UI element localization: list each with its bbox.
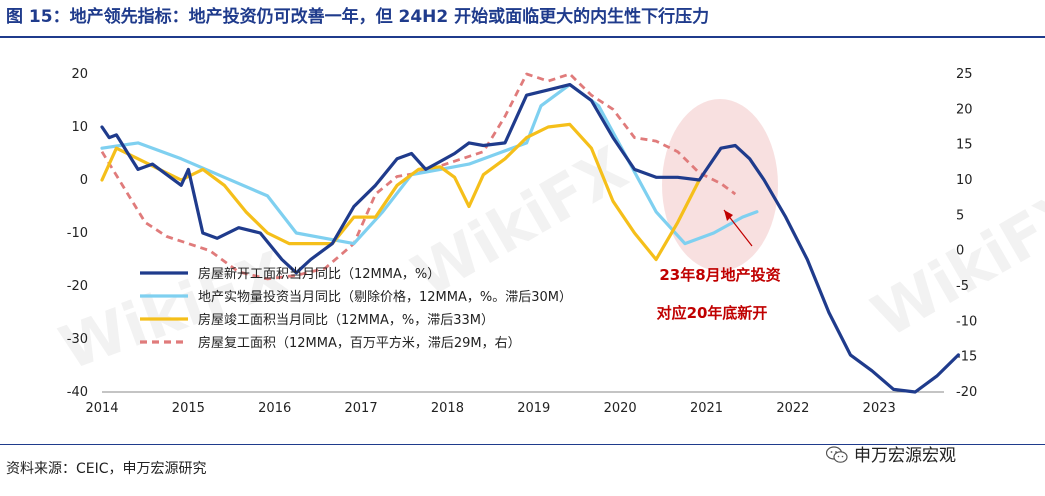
legend-entry: 房屋竣工面积当月同比（12MMA，%，滞后33M）	[198, 312, 494, 328]
watermark-text: WikiFX	[401, 134, 639, 312]
x-tick-label: 2018	[431, 401, 464, 416]
series-line	[100, 72, 737, 281]
x-tick-label: 2015	[172, 401, 205, 416]
axes: 2014 2015 2016 2017 2018 2019 2020 2021 2022 2023…	[67, 67, 977, 416]
y-right-tick-label: 15	[956, 138, 973, 153]
series-lines	[100, 72, 961, 394]
y-left-tick-label: -10	[67, 226, 88, 241]
x-tick-label: 2021	[690, 401, 723, 416]
source-note: 资料来源：CEIC，申万宏源研究	[6, 461, 207, 477]
y-left-tick-label: 0	[80, 173, 88, 188]
y-right-tick-label: -15	[956, 350, 977, 365]
x-tick-label: 2016	[258, 401, 291, 416]
line-chart: WikiFX WikiFX WikiFX 2014 2015 2016 2017 2018 2…	[51, 67, 1045, 416]
watermark-text: WikiFX	[861, 174, 1045, 352]
annotation-line-2: 对应20年底新开	[657, 304, 768, 322]
watermark-text: WikiFX	[51, 238, 295, 384]
y-right-tick-label: 25	[956, 67, 973, 82]
y-right-tick-label: 20	[956, 102, 973, 117]
y-left-tick-label: 10	[71, 120, 88, 135]
highlight-ellipse	[662, 99, 778, 271]
x-tick-label: 2017	[345, 401, 378, 416]
annotation: 23年8月地产投资 对应20年底新开	[657, 209, 781, 322]
annotation-line-1: 23年8月地产投资	[659, 266, 780, 284]
y-left-tick-label: 20	[71, 67, 88, 82]
x-tick-label: 2019	[517, 401, 550, 416]
y-left-tick-label: -20	[67, 279, 88, 294]
legend-entry: 房屋复工面积（12MMA，百万平方米，滞后29M，右）	[198, 335, 521, 351]
annotation-arrowhead	[724, 210, 733, 221]
x-tick-label: 2014	[85, 401, 118, 416]
y-right-tick-label: 0	[956, 244, 964, 259]
y-right-tick-label: -5	[956, 279, 969, 294]
series-line	[100, 122, 701, 262]
brand-label: 申万宏源宏观	[826, 441, 956, 466]
y-left-tick-label: -30	[67, 332, 88, 347]
wechat-icon	[826, 446, 848, 463]
legend-entry: 地产实物量投资当月同比（剔除价格，12MMA，%。滞后30M）	[198, 289, 572, 305]
y-left-tick-label: -40	[67, 385, 88, 400]
title-divider	[0, 36, 1045, 38]
x-tick-label: 2020	[604, 401, 637, 416]
legend: 房屋新开工面积当月同比（12MMA，%） 地产实物量投资当月同比（剔除价格，12M…	[140, 266, 572, 351]
x-tick-label: 2022	[776, 401, 809, 416]
y-right-tick-label: -20	[956, 385, 977, 400]
brand-text: 申万宏源宏观	[854, 446, 956, 466]
footer-divider	[0, 444, 1045, 445]
legend-entry: 房屋新开工面积当月同比（12MMA，%）	[198, 266, 440, 282]
y-right-tick-label: 5	[956, 208, 964, 223]
series-line	[100, 82, 759, 246]
x-tick-label: 2023	[863, 401, 896, 416]
chart-title: 图 15：地产领先指标：地产投资仍可改善一年，但 24H2 开始或面临更大的内生…	[6, 7, 710, 27]
y-right-tick-label: -10	[956, 314, 977, 329]
series-line	[100, 82, 961, 394]
y-right-tick-label: 10	[956, 173, 973, 188]
